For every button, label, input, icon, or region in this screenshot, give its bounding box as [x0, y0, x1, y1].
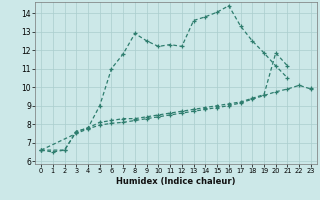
X-axis label: Humidex (Indice chaleur): Humidex (Indice chaleur): [116, 177, 236, 186]
